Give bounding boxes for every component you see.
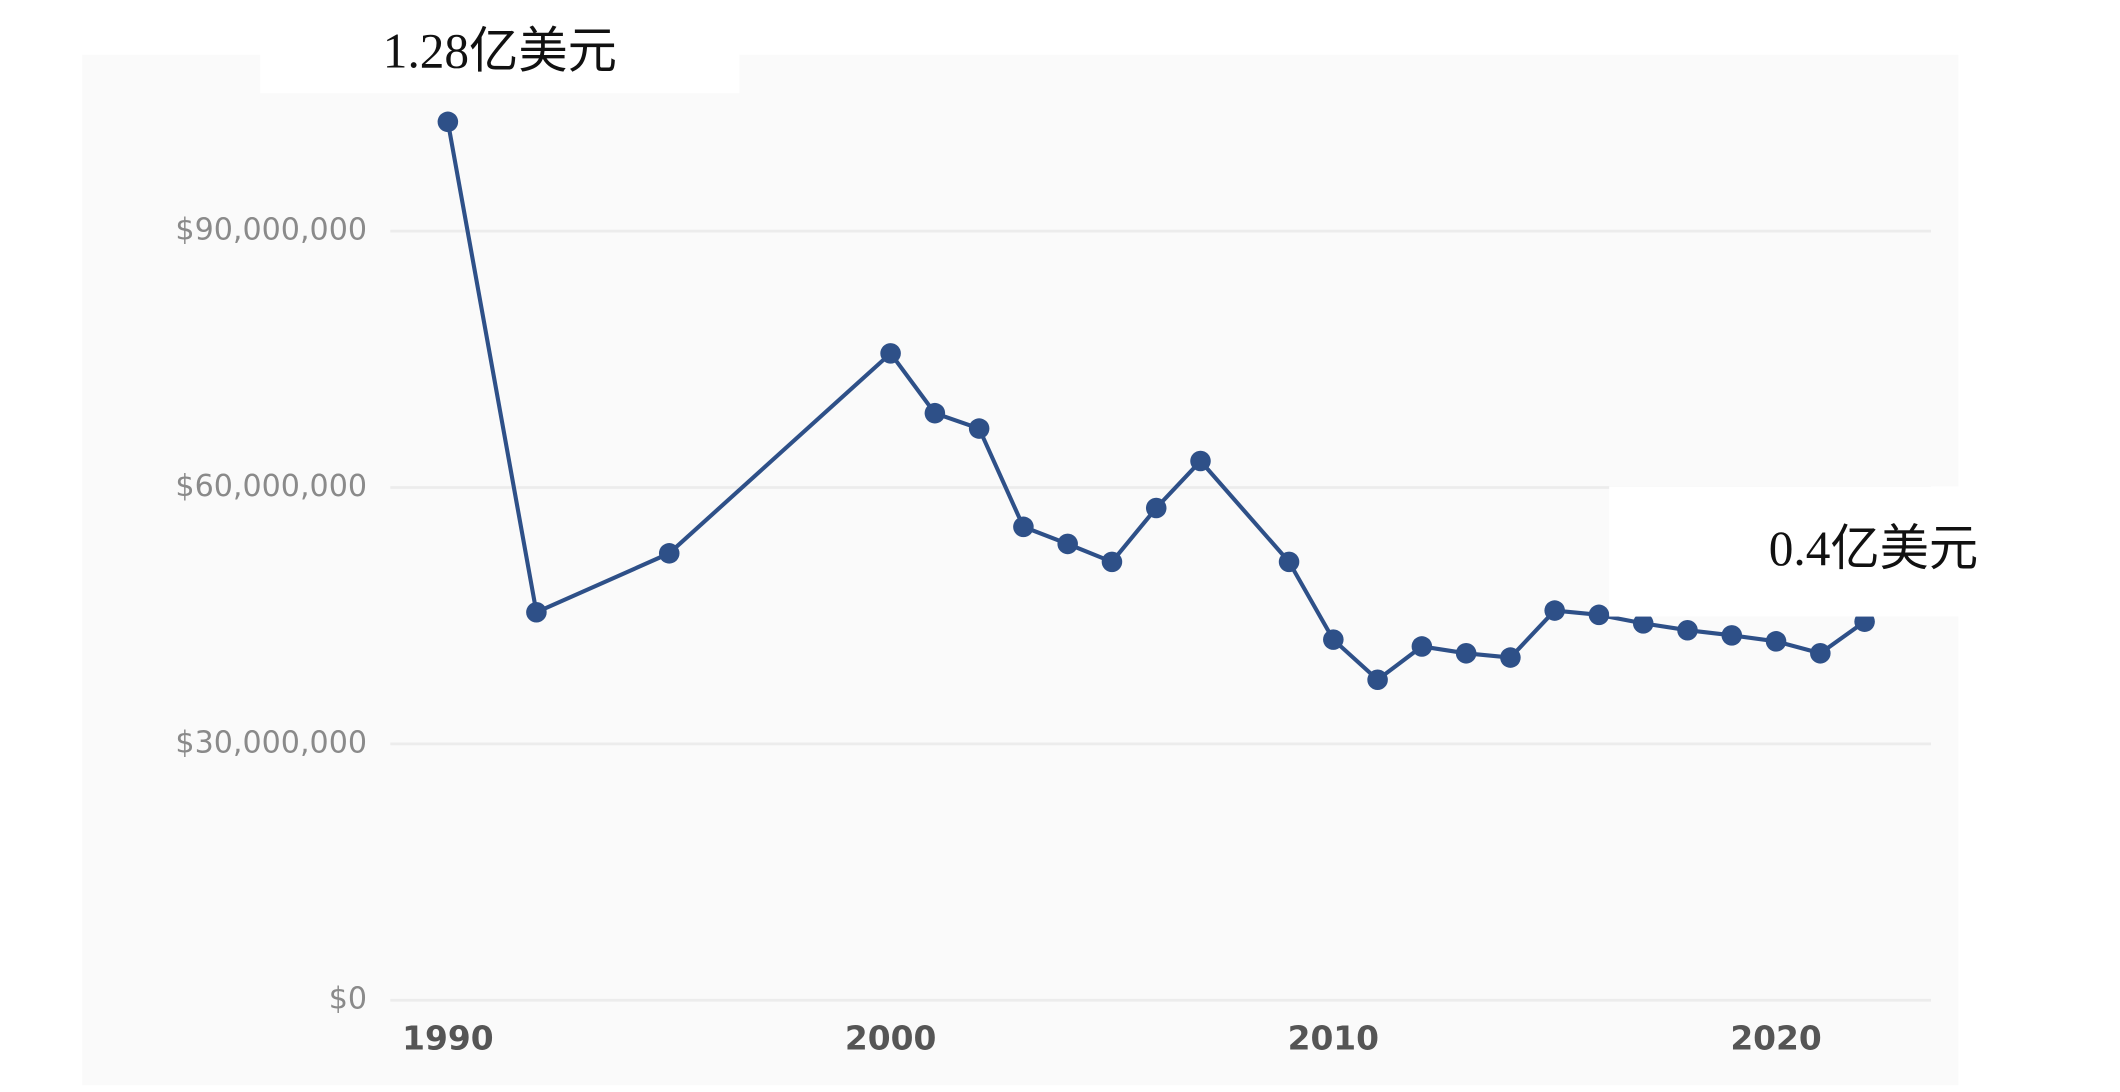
data-point <box>1588 604 1610 626</box>
data-point <box>1500 647 1521 668</box>
data-point <box>1544 600 1565 621</box>
annotation-background <box>1609 486 2021 617</box>
data-point <box>880 343 901 364</box>
data-point <box>1721 625 1743 646</box>
annotation: 0.4亿美元 <box>1769 521 1978 576</box>
y-tick-label: $60,000,000 <box>175 469 367 504</box>
y-tick-label: $30,000,000 <box>175 725 367 760</box>
annotation-background <box>260 19 740 94</box>
y-tick-label: $0 <box>329 982 367 1017</box>
data-point <box>1145 497 1167 519</box>
data-point <box>1278 551 1300 573</box>
data-point <box>437 111 459 133</box>
data-point <box>1190 450 1211 472</box>
data-point <box>526 601 547 623</box>
annotation: 1.28亿美元 <box>383 23 617 78</box>
x-tick-label: 2010 <box>1288 1018 1379 1057</box>
data-point <box>1632 613 1654 634</box>
data-point <box>1455 643 1477 664</box>
data-point <box>1411 636 1433 657</box>
x-tick-label: 2020 <box>1730 1018 1821 1057</box>
data-point <box>1101 551 1123 573</box>
data-point <box>658 543 680 564</box>
data-point <box>1367 669 1388 691</box>
data-point <box>1323 629 1344 650</box>
data-point <box>1677 619 1698 641</box>
data-point <box>1810 643 1831 664</box>
x-tick-label: 1990 <box>402 1018 493 1057</box>
y-tick-label: $90,000,000 <box>175 213 367 248</box>
x-tick-label: 2000 <box>845 1018 936 1057</box>
data-point <box>968 418 990 439</box>
data-point <box>1057 533 1078 555</box>
data-point <box>1765 631 1787 652</box>
data-point <box>924 402 946 424</box>
data-point <box>1013 516 1034 538</box>
